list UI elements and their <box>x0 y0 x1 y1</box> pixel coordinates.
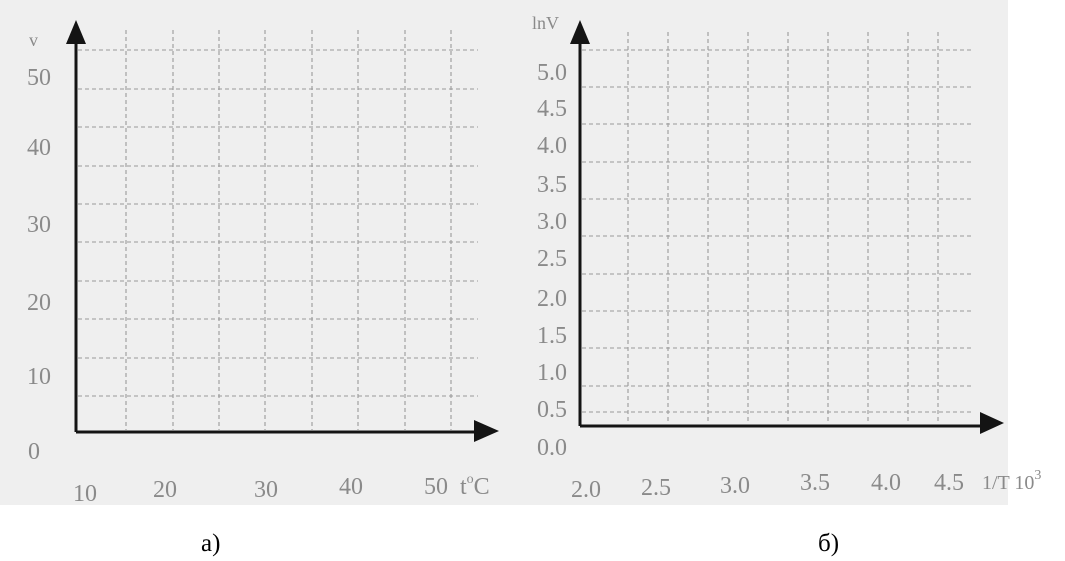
chart-a-x-title-tail: C <box>474 474 490 500</box>
chart-a-x-title-sup: o <box>467 472 474 487</box>
chart-b-y-tick-label: 1.0 <box>537 360 567 386</box>
chart-a-x-axis-title: toC <box>460 472 490 500</box>
chart-a-y-tick-label: 20 <box>27 290 51 316</box>
chart-b-y-tick-label: 3.5 <box>537 172 567 198</box>
chart-a-x-tick-label: 10 <box>73 481 97 507</box>
chart-a-y-axis-title: v <box>29 30 38 50</box>
chart-b-x-tick-label: 2.0 <box>571 477 601 503</box>
chart-a-x-tick-label: 40 <box>339 474 363 500</box>
chart-b-x-tick-label: 4.5 <box>934 470 964 496</box>
chart-b-x-tick-label: 4.0 <box>871 470 901 496</box>
chart-a-x-axis-arrow <box>474 420 499 442</box>
chart-b-y-axis-title: lnV <box>532 13 559 33</box>
caption-a: а) <box>201 530 221 557</box>
chart-a-x-tick-label: 50 <box>424 474 448 500</box>
chart-b: lnV 5.0 4.5 4.0 3.5 3.0 2.5 2.0 1.5 1.0 … <box>532 13 1041 503</box>
chart-b-y-tick-label: 2.0 <box>537 286 567 312</box>
chart-b-x-axis-title: 1/T 103 <box>982 468 1041 494</box>
chart-b-grid <box>582 32 972 424</box>
chart-b-y-axis-arrow <box>570 20 590 44</box>
chart-b-x-axis-arrow <box>980 412 1004 434</box>
chart-a-x-tick-label: 20 <box>153 477 177 503</box>
chart-b-y-tick-label: 1.5 <box>537 323 567 349</box>
chart-b-x-tick-label: 3.5 <box>800 470 830 496</box>
chart-b-x-title-sup: 3 <box>1034 468 1041 483</box>
chart-a-y-tick-label: 40 <box>27 135 51 161</box>
chart-b-y-tick-label: 5.0 <box>537 60 567 86</box>
chart-b-y-tick-label: 0.5 <box>537 397 567 423</box>
chart-a-y-tick-label: 10 <box>27 364 51 390</box>
chart-a-y-tick-label: 30 <box>27 212 51 238</box>
chart-b-y-tick-label: 2.5 <box>537 246 567 272</box>
chart-a-x-tick-label: 30 <box>254 477 278 503</box>
chart-b-y-tick-label: 4.5 <box>537 96 567 122</box>
caption-b: б) <box>818 530 840 557</box>
chart-b-y-tick-label: 3.0 <box>537 209 567 235</box>
chart-a-x-title-main: t <box>460 474 467 500</box>
scanned-page-background <box>0 0 1008 505</box>
chart-a: v 50 40 30 20 10 0 10 20 30 40 50 toC <box>27 20 499 507</box>
chart-b-x-tick-label: 3.0 <box>720 473 750 499</box>
chart-a-y-tick-label: 0 <box>28 439 40 465</box>
chart-a-y-tick-label: 50 <box>27 65 51 91</box>
chart-b-y-tick-label: 4.0 <box>537 133 567 159</box>
chart-b-y-tick-label: 0.0 <box>537 435 567 461</box>
chart-a-y-axis-arrow <box>66 20 86 44</box>
chart-b-x-tick-label: 2.5 <box>641 475 671 501</box>
chart-b-x-title-main: 1/T 10 <box>982 472 1034 494</box>
chart-a-grid <box>78 30 478 430</box>
